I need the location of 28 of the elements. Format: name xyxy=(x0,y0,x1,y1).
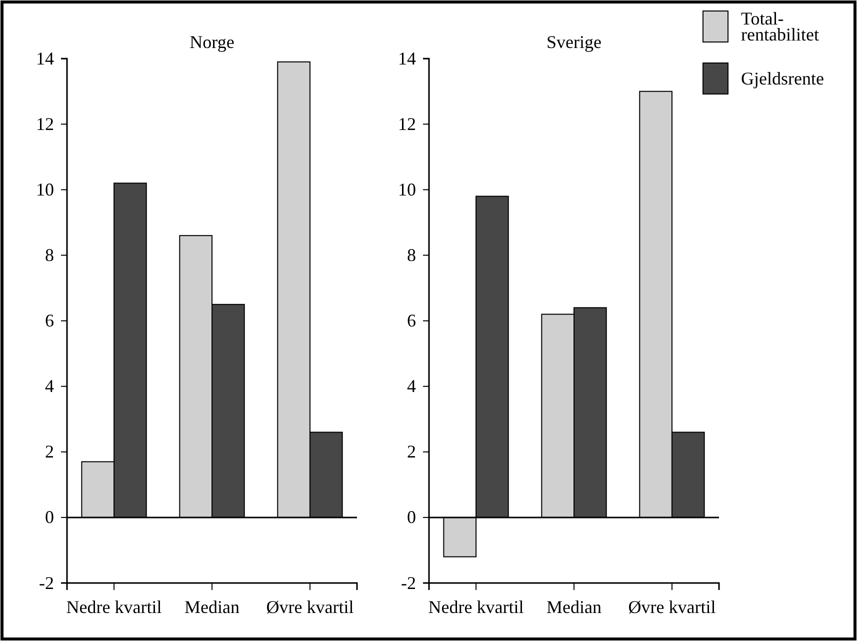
y-tick-label: 4 xyxy=(45,376,54,396)
legend-label: Total-rentabilitet xyxy=(741,8,819,44)
y-tick-label: 14 xyxy=(36,48,54,68)
y-tick-label: 0 xyxy=(407,507,416,528)
y-tick-label: 14 xyxy=(398,48,416,68)
legend-label: Gjeldsrente xyxy=(741,68,824,88)
y-tick-label: 2 xyxy=(45,442,54,462)
y-tick-label: 10 xyxy=(398,179,416,200)
y-tick-label: 6 xyxy=(407,310,416,331)
x-tick-label: Nedre kvartil xyxy=(428,596,524,617)
y-tick-label: 0 xyxy=(45,507,54,528)
y-tick-label: -2 xyxy=(401,572,416,593)
y-tick-label: 10 xyxy=(36,179,54,200)
chart-title: Sverige xyxy=(546,32,602,52)
y-tick-label: 6 xyxy=(45,310,54,331)
x-tick-label: Øvre kvartil xyxy=(266,596,354,617)
x-tick-label: Median xyxy=(546,596,602,617)
y-tick-label: 2 xyxy=(407,442,416,462)
y-tick-label: 12 xyxy=(398,114,416,134)
x-tick-label: Øvre kvartil xyxy=(628,596,716,617)
y-tick-label: -2 xyxy=(39,572,54,593)
x-tick-label: Median xyxy=(184,596,240,617)
y-tick-label: 12 xyxy=(36,114,54,134)
x-tick-label: Nedre kvartil xyxy=(66,596,162,617)
y-tick-label: 8 xyxy=(407,245,416,266)
y-tick-label: 8 xyxy=(45,245,54,266)
chart-title: Norge xyxy=(190,32,234,52)
y-tick-label: 4 xyxy=(407,376,416,396)
